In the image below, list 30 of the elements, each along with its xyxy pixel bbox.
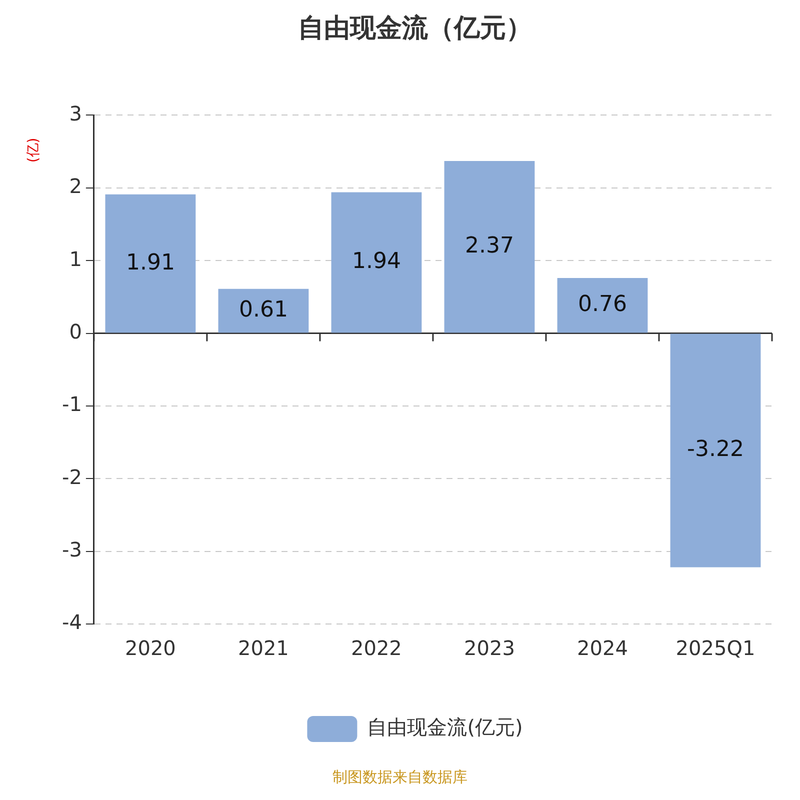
data-label: 1.91 bbox=[126, 250, 175, 276]
y-tick-label: 2 bbox=[69, 174, 82, 198]
y-tick-label: -1 bbox=[62, 392, 82, 416]
x-tick-label: 2023 bbox=[464, 636, 515, 660]
bar bbox=[218, 288, 309, 333]
chart-title: 自由现金流（亿元） bbox=[298, 13, 532, 44]
y-axis-title: (亿) bbox=[26, 138, 42, 163]
bar bbox=[105, 194, 196, 333]
text: 制图数据来自数据库 bbox=[332, 768, 468, 786]
x-tick-label: 2020 bbox=[124, 636, 176, 660]
bar bbox=[444, 160, 535, 333]
bar bbox=[331, 192, 422, 333]
y-tick-label: -2 bbox=[62, 464, 82, 489]
data-label: -3.22 bbox=[687, 437, 744, 462]
data-label: 2.37 bbox=[464, 234, 514, 259]
data-label: 0.76 bbox=[578, 292, 627, 318]
data-label: 1.94 bbox=[352, 249, 401, 274]
x-tick-label: 2024 bbox=[577, 636, 628, 660]
legend-label: 自由现金流(亿元) bbox=[367, 715, 523, 740]
x-tick-label: 2025Q1 bbox=[676, 636, 756, 660]
y-tick-label: -3 bbox=[62, 538, 82, 562]
y-tick-label: -4 bbox=[62, 610, 82, 634]
bar bbox=[557, 278, 648, 333]
y-tick-label: 0 bbox=[69, 319, 82, 344]
x-tick-label: 2021 bbox=[238, 636, 289, 660]
y-tick-label: 1 bbox=[69, 246, 82, 271]
data-label: 0.61 bbox=[238, 298, 288, 323]
x-tick-label: 2022 bbox=[351, 636, 402, 660]
y-tick-label: 3 bbox=[69, 101, 82, 126]
bar bbox=[670, 334, 761, 568]
